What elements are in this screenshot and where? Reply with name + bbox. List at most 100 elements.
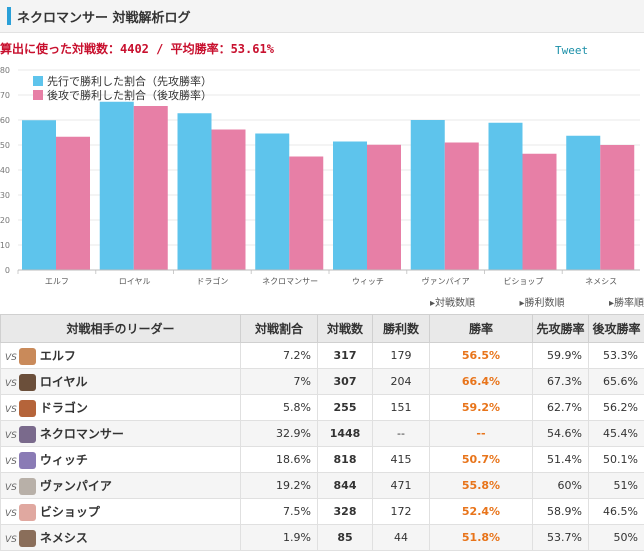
leader-avatar-icon (18, 477, 36, 495)
share-cell: 18.6% (240, 446, 318, 473)
y-tick-label: 70 (0, 91, 10, 100)
rate-cell: -- (429, 420, 533, 447)
sort-by-battles-link[interactable]: ▸対戦数順 (430, 298, 476, 309)
table-row: VS ドラゴン 5.8% 255 151 59.2% 62.7% 56.2% (0, 394, 644, 421)
leader-cell[interactable]: VS ネメシス (0, 524, 241, 551)
first-rate-cell: 58.9% (532, 498, 589, 525)
second-rate-cell: 45.4% (588, 420, 644, 447)
table-row: VS エルフ 7.2% 317 179 56.5% 59.9% 53.3% (0, 342, 644, 369)
rate-cell: 66.4% (429, 368, 533, 395)
bar-second-4 (367, 144, 401, 270)
y-tick-label: 30 (0, 191, 10, 200)
sort-by-wins-link[interactable]: ▸勝利数順 (519, 298, 565, 309)
table-row: VS ネクロマンサー 32.9% 1448 -- -- 54.6% 45.4% (0, 420, 644, 447)
tweet-button[interactable]: Tweet (555, 44, 589, 57)
header-accent-bar (7, 7, 11, 25)
header-share[interactable]: 対戦割合 (240, 314, 318, 343)
vs-label: VS (5, 404, 17, 415)
x-category-label: ネメシス (585, 277, 617, 286)
y-tick-label: 10 (0, 241, 10, 250)
leader-cell[interactable]: VS ドラゴン (0, 394, 241, 421)
table-header-row: 対戦相手のリーダー 対戦割合 対戦数 勝利数 勝率 先攻勝率 後攻勝率 (0, 314, 644, 343)
vs-label: VS (5, 534, 17, 545)
bar-first-3 (255, 133, 290, 270)
table-row: VS ロイヤル 7% 307 204 66.4% 67.3% 65.6% (0, 368, 644, 395)
legend-label: 先行で勝利した割合（先攻勝率） (47, 74, 212, 88)
y-tick-label: 60 (0, 116, 10, 125)
bar-second-5 (444, 142, 479, 270)
header-second-rate[interactable]: 後攻勝率 (588, 314, 644, 343)
sort-by-rate-label: 勝率順 (614, 298, 644, 309)
leader-avatar-icon (18, 529, 36, 547)
leader-cell[interactable]: VS エルフ (0, 342, 241, 369)
leader-name: エルフ (39, 348, 76, 363)
leader-cell[interactable]: VS ロイヤル (0, 368, 241, 395)
leader-avatar-icon (18, 451, 36, 469)
first-rate-cell: 60% (532, 472, 589, 499)
first-rate-cell: 53.7% (532, 524, 589, 551)
wins-cell: 172 (372, 498, 430, 525)
x-category-label: ドラゴン (196, 276, 228, 286)
leader-name: ネクロマンサー (39, 426, 124, 441)
rate-cell: 59.2% (429, 394, 533, 421)
share-cell: 19.2% (240, 472, 318, 499)
table-row: VS ヴァンパイア 19.2% 844 471 55.8% 60% 51% (0, 472, 644, 499)
vs-label: VS (5, 352, 17, 363)
y-tick-label: 50 (0, 141, 10, 150)
y-tick-label: 80 (0, 66, 10, 75)
battles-cell: 328 (317, 498, 373, 525)
vs-label: VS (5, 430, 17, 441)
second-rate-cell: 50% (588, 524, 644, 551)
vs-label: VS (5, 378, 17, 389)
second-rate-cell: 46.5% (588, 498, 644, 525)
battles-cell: 85 (317, 524, 373, 551)
wins-cell: 204 (372, 368, 430, 395)
second-rate-cell: 53.3% (588, 342, 644, 369)
leader-cell[interactable]: VS ヴァンパイア (0, 472, 241, 499)
battles-cell: 255 (317, 394, 373, 421)
header-wins[interactable]: 勝利数 (372, 314, 430, 343)
table-row: VS ネメシス 1.9% 85 44 51.8% 53.7% 50% (0, 524, 644, 551)
header-leader[interactable]: 対戦相手のリーダー (0, 314, 241, 343)
bar-second-7 (600, 145, 635, 270)
bar-second-6 (522, 153, 557, 270)
leader-cell[interactable]: VS ビショップ (0, 498, 241, 525)
battles-cell: 307 (317, 368, 373, 395)
battles-cell: 844 (317, 472, 373, 499)
second-rate-cell: 50.1% (588, 446, 644, 473)
leader-avatar-icon (18, 373, 36, 391)
header-rate[interactable]: 勝率 (429, 314, 533, 343)
x-category-label: ビショップ (503, 277, 543, 286)
sort-by-rate-link[interactable]: ▸勝率順 (608, 298, 644, 309)
bar-first-2 (177, 113, 212, 270)
leader-cell[interactable]: VS ウィッチ (0, 446, 241, 473)
wins-cell: 415 (372, 446, 430, 473)
sort-by-wins-label: 勝利数順 (524, 298, 565, 309)
wins-cell: -- (372, 420, 430, 447)
share-cell: 7.5% (240, 498, 318, 525)
first-rate-cell: 67.3% (532, 368, 589, 395)
table-row: VS ウィッチ 18.6% 818 415 50.7% 51.4% 50.1% (0, 446, 644, 473)
leader-name: ウィッチ (39, 452, 88, 467)
leader-name: ヴァンパイア (39, 478, 112, 493)
first-rate-cell: 51.4% (532, 446, 589, 473)
leader-cell[interactable]: VS ネクロマンサー (0, 420, 241, 447)
bar-second-0 (56, 136, 90, 270)
leader-avatar-icon (18, 347, 36, 365)
wins-cell: 179 (372, 342, 430, 369)
summary-stats: 算出に使った対戦数：4402 / 平均勝率：53.61% (0, 42, 274, 56)
leader-name: ネメシス (39, 530, 88, 545)
legend-swatch (33, 76, 43, 86)
first-rate-cell: 59.9% (532, 342, 589, 369)
battles-cell: 818 (317, 446, 373, 473)
bar-second-2 (211, 129, 246, 270)
x-category-label: エルフ (45, 277, 69, 286)
header-first-rate[interactable]: 先攻勝率 (532, 314, 589, 343)
header-battles[interactable]: 対戦数 (317, 314, 373, 343)
rate-cell: 52.4% (429, 498, 533, 525)
rate-cell: 50.7% (429, 446, 533, 473)
share-cell: 1.9% (240, 524, 318, 551)
x-category-label: ヴァンパイア (422, 276, 470, 286)
sort-links: ▸対戦数順 ▸勝利数順 ▸勝率順 (430, 294, 644, 309)
winrate-bar-chart: 0 10 20 30 40 50 60 70 80 エルフ ロイヤル ドラゴン ネクロマンサー ウィッチ ヴ… (0, 66, 640, 286)
